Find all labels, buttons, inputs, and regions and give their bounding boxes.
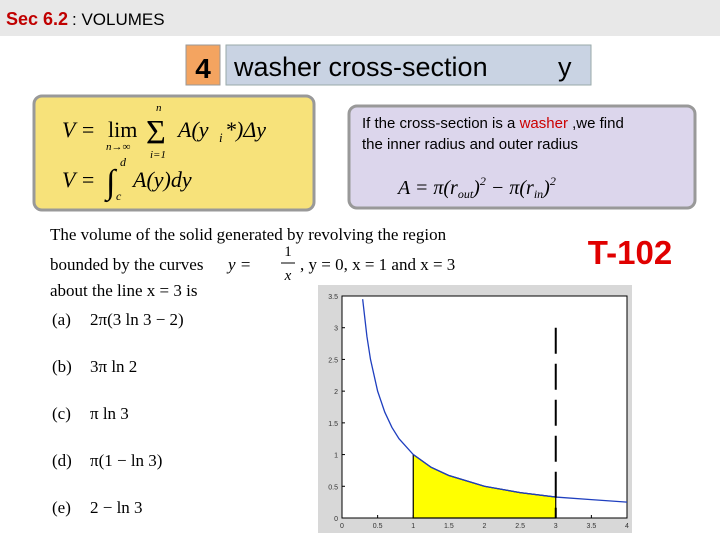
y-tick-label: 1.5: [328, 421, 338, 428]
problem-math: y =: [226, 255, 251, 274]
y-tick-label: 0: [334, 516, 338, 523]
option-answer: 2π(3 ln 3 − 2): [90, 310, 184, 329]
plot-area: [341, 295, 628, 519]
formula-part: n: [156, 102, 162, 114]
graph: 0 0.5 1 1.5 2 2.5 3 3.5 4 0 0.5 1 1.5 2 2.5 3 3.5: [328, 294, 629, 530]
option-answer: π ln 3: [90, 404, 129, 423]
y-tick-label: 3.5: [328, 294, 338, 301]
formula-part: 2: [480, 174, 486, 188]
formula-part: i=1: [150, 149, 166, 161]
y-tick-label: 2.5: [328, 357, 338, 364]
y-tick-label: 2: [334, 389, 338, 396]
note-box: [347, 104, 697, 210]
riemann-formula: V = lim n→∞ n Σ i=1 A(y i *)Δy: [62, 102, 266, 161]
formula-part: ∫: [104, 164, 118, 203]
x-tick-label: 3.5: [587, 523, 597, 530]
option-label: (d): [52, 451, 72, 470]
x-tick-label: 4: [625, 523, 629, 530]
formula-part: i: [219, 130, 223, 145]
section: Sec 6.2: [6, 9, 68, 29]
formula-part: A = π(r: [396, 177, 458, 199]
x-tick-label: 0: [340, 523, 344, 530]
formula-box: [32, 94, 316, 212]
problem-math: 1: [284, 244, 292, 260]
problem-code: T-102: [588, 234, 672, 271]
title-box: [225, 44, 592, 86]
option-answer: 3π ln 2: [90, 357, 137, 376]
slide-title: washer cross-section: [233, 52, 488, 82]
y-tick-label: 0.5: [328, 484, 338, 491]
x-tick-label: 3: [554, 523, 558, 530]
problem-math: x: [284, 268, 292, 284]
formula-part: Σ: [146, 114, 166, 151]
slide-number: 4: [195, 53, 211, 84]
topic: : VOLUMES: [72, 10, 165, 29]
x-tick-label: 2.5: [515, 523, 525, 530]
formula-part: ): [542, 177, 550, 199]
formula-part: in: [534, 187, 543, 201]
option-label: (b): [52, 357, 72, 376]
formula-part: V =: [62, 117, 95, 142]
formula-part: n→∞: [106, 141, 131, 153]
formula-part: A(y: [176, 117, 209, 142]
problem-line: about the line x = 3 is: [50, 281, 197, 300]
option-label: (e): [52, 498, 71, 517]
option-label: (c): [52, 404, 71, 423]
note-line: the inner radius and outer radius: [362, 136, 578, 153]
problem-line: The volume of the solid generated by rev…: [50, 225, 447, 244]
note-highlight: washer: [519, 115, 568, 132]
problem-line: bounded by the curves: [50, 255, 203, 274]
formula-part: 2: [550, 174, 556, 188]
x-tick-label: 0.5: [373, 523, 383, 530]
option-answer: π(1 − ln 3): [90, 451, 162, 470]
formula-part: *)Δy: [225, 117, 266, 142]
x-tick-label: 1.5: [444, 523, 454, 530]
problem-line: , y = 0, x = 1 and x = 3: [300, 255, 455, 274]
note-line: If the cross-section is a washer ,we fin…: [362, 115, 624, 132]
header-bar: [0, 0, 720, 36]
problem: The volume of the solid generated by rev…: [50, 225, 455, 300]
formula-part: d: [120, 155, 127, 169]
formula-part: − π(r: [486, 177, 534, 199]
curve: [362, 299, 628, 503]
formula-part: V =: [62, 167, 95, 192]
y-tick-label: 3: [334, 326, 338, 333]
option-label: (a): [52, 310, 71, 329]
area-formula: A = π(rout)2 − π(rin)2: [396, 174, 556, 201]
formula-part: c: [116, 189, 122, 203]
formula-part: out: [458, 187, 474, 201]
integral-formula: V = ∫ d c A(y)dy: [62, 155, 192, 203]
note-text: If the cross-section is a: [362, 115, 516, 132]
x-tick-label: 1: [411, 523, 415, 530]
note-text: ,we find: [572, 115, 624, 132]
x-tick-label: 2: [483, 523, 487, 530]
number-box: [185, 44, 221, 86]
slide-axis: y: [558, 52, 572, 82]
formula-part: lim: [108, 117, 137, 142]
options: (a) 2π(3 ln 3 − 2) (b) 3π ln 2 (c) π ln 3 (d) π…: [52, 310, 184, 517]
formula-part: ): [472, 177, 480, 199]
formula-part: A(y)dy: [131, 167, 192, 192]
y-tick-label: 1: [334, 453, 338, 460]
option-answer: 2 − ln 3: [90, 498, 143, 517]
